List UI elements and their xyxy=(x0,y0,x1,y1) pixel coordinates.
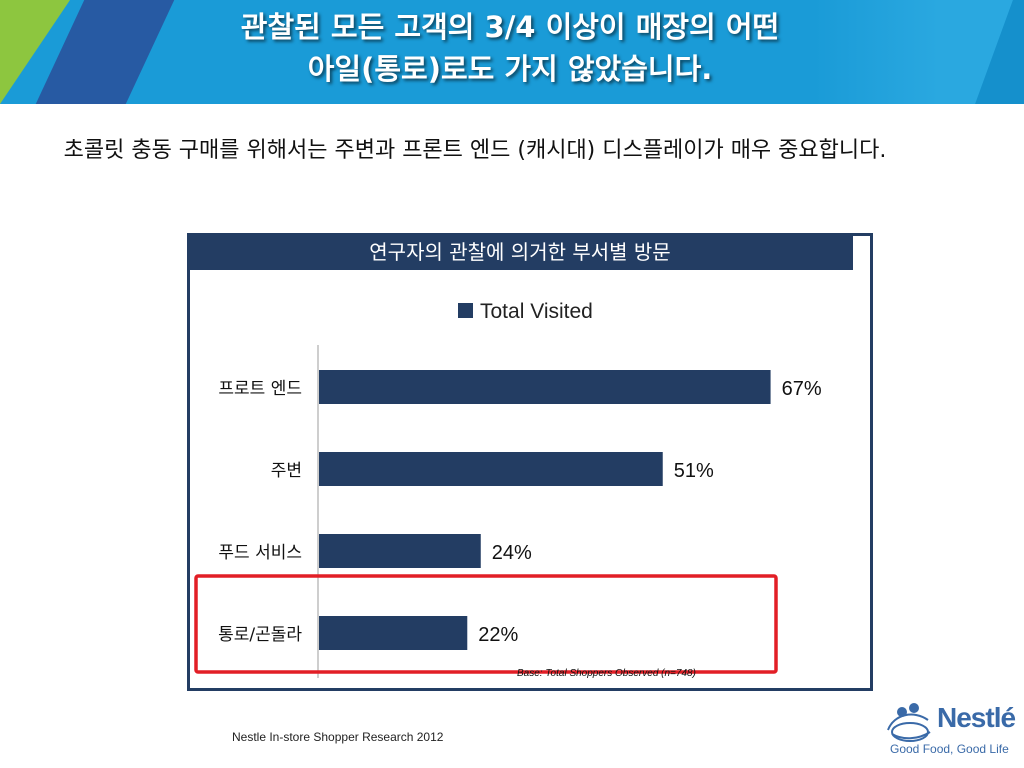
title-banner xyxy=(0,0,1024,104)
data-label: 67% xyxy=(782,378,822,400)
legend-swatch xyxy=(458,303,473,318)
nestle-nest-logo-icon xyxy=(887,703,931,742)
legend-label: Total Visited xyxy=(480,300,593,323)
chart-base-note: Base: Total Shoppers Observed (n=748) xyxy=(517,668,696,679)
slide-title-line1: 관찰된 모든 고객의 3/4 이상이 매장의 어떤 xyxy=(240,10,780,44)
nestle-tagline: Good Food, Good Life xyxy=(890,742,1009,756)
slide-title: 관찰된 모든 고객의 3/4 이상이 매장의 어떤 아일(통로)로도 가지 않았… xyxy=(80,6,940,90)
chart-title: 연구자의 관찰에 의거한 부서별 방문 xyxy=(187,234,853,270)
category-label: 프로트 엔드 xyxy=(218,379,302,399)
data-label: 22% xyxy=(478,624,518,646)
category-label: 푸드 서비스 xyxy=(218,543,302,563)
bar xyxy=(319,370,771,404)
category-label: 통로/곤돌라 xyxy=(218,625,302,645)
data-label: 24% xyxy=(492,542,532,564)
highlight-box xyxy=(194,574,778,674)
slide-subtitle: 초콜릿 충동 구매를 위해서는 주변과 프론트 엔드 (캐시대) 디스플레이가 … xyxy=(63,138,887,163)
category-label: 주변 xyxy=(271,461,302,481)
bar xyxy=(319,452,663,486)
data-label: 51% xyxy=(674,460,714,482)
bar xyxy=(319,616,468,650)
footer-source: Nestle In-store Shopper Research 2012 xyxy=(232,730,444,744)
bar xyxy=(319,534,481,568)
nestle-logo-text: Nestlé xyxy=(937,702,1016,733)
slide-title-line2: 아일(통로)로도 가지 않았습니다. xyxy=(307,52,713,86)
